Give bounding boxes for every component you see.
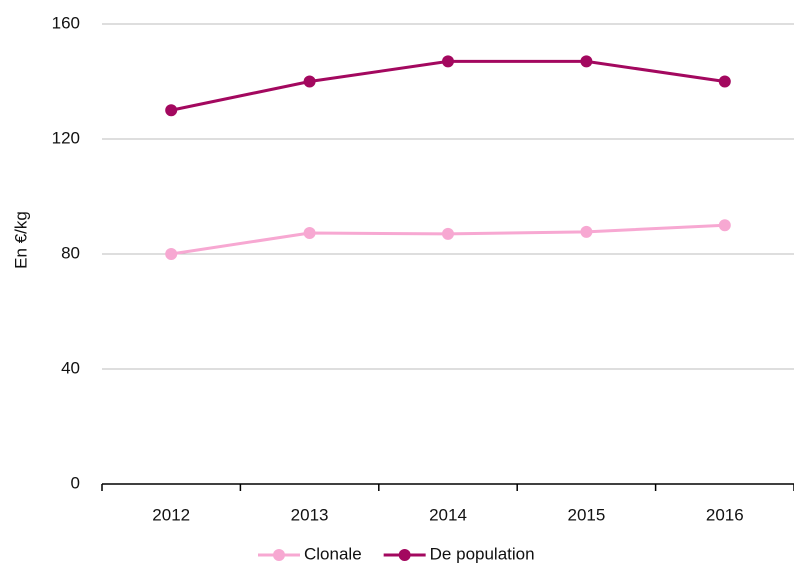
point: [580, 55, 593, 68]
series-line: [170, 59, 726, 112]
x-tick-label: 2016: [706, 505, 744, 524]
point: [303, 75, 316, 88]
x-tick-label: 2014: [429, 505, 467, 524]
y-axis-label: En €/kg: [11, 211, 30, 269]
point: [442, 55, 454, 68]
y-tick-label: 120: [52, 128, 80, 147]
x-tick-label: 2013: [291, 505, 329, 524]
legend-marker: [398, 549, 411, 561]
point: [442, 227, 454, 240]
point: [718, 75, 731, 88]
y-tick-label: 80: [61, 243, 80, 262]
y-tick-label: 160: [52, 13, 80, 32]
point: [718, 219, 731, 232]
legend-label: De population: [430, 544, 535, 563]
y-tick-label: 0: [71, 473, 80, 492]
point: [303, 227, 316, 240]
x-tick-label: 2015: [567, 505, 605, 524]
y-tick-label: 40: [61, 358, 80, 377]
point: [165, 248, 178, 260]
point: [580, 225, 593, 238]
legend-marker: [273, 549, 285, 561]
legend-label: Clonale: [304, 544, 362, 563]
x-tick-label: 2012: [152, 505, 190, 524]
point: [165, 104, 178, 117]
